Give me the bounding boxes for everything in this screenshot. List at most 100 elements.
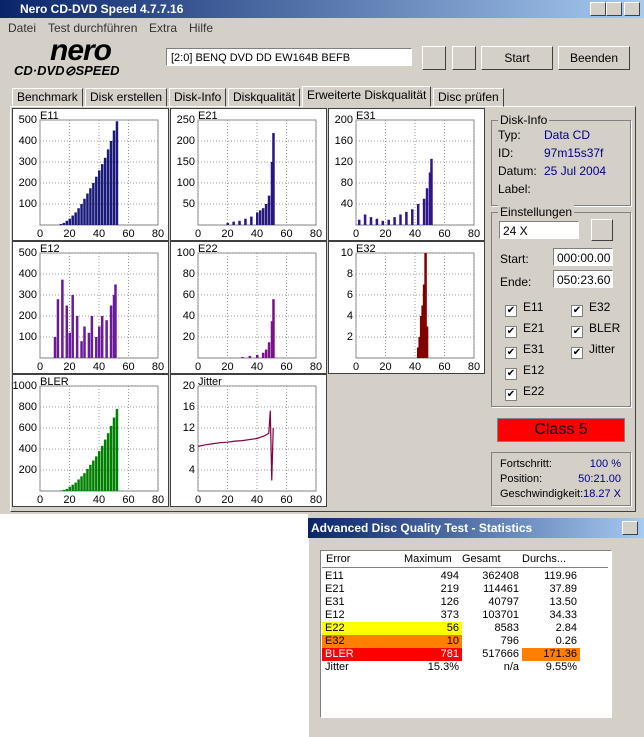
bar: [71, 215, 74, 225]
bar: [68, 332, 71, 358]
menu-item[interactable]: Hilfe: [189, 21, 214, 35]
checkbox[interactable]: ✔ E22: [505, 384, 545, 401]
checkbox[interactable]: ✔ E21: [505, 321, 545, 338]
refresh-button[interactable]: [422, 46, 446, 70]
checkbox[interactable]: ✔ E31: [505, 342, 545, 359]
bar: [421, 305, 424, 358]
speed-refresh[interactable]: [591, 219, 613, 241]
end-input[interactable]: 050:23.60: [553, 270, 613, 288]
stats-cell: 10: [404, 635, 462, 648]
x-tick-label: 60: [280, 361, 292, 373]
tab[interactable]: Disk-Info: [169, 88, 227, 107]
bar: [80, 204, 83, 225]
speed-select[interactable]: 24 X: [499, 221, 579, 239]
logo-sub: CD·DVD⊘SPEED: [14, 63, 120, 78]
tab[interactable]: Diskqualität: [228, 88, 301, 107]
stats-cell: 219: [440, 583, 459, 595]
chart-title: BLER: [40, 376, 69, 388]
start-button[interactable]: Start: [481, 46, 553, 70]
y-tick-label: 200: [19, 464, 37, 476]
tab[interactable]: Erweiterte Diskqualität: [302, 86, 432, 107]
tab[interactable]: Disk erstellen: [85, 88, 168, 107]
x-tick-label: 0: [195, 361, 201, 373]
bar: [115, 408, 119, 491]
checkbox[interactable]: ✔ BLER: [571, 321, 621, 338]
x-tick-label: 60: [122, 494, 134, 506]
x-tick-label: 40: [93, 361, 105, 373]
bar: [244, 218, 247, 225]
bar: [416, 347, 420, 358]
bar: [399, 214, 402, 225]
stats-header: Error: [326, 553, 351, 565]
x-tick-label: 0: [195, 494, 201, 506]
bar: [267, 342, 271, 358]
chart-title: E31: [356, 110, 376, 122]
x-tick-label: 60: [438, 361, 450, 373]
bar: [83, 198, 86, 225]
tab[interactable]: Benchmark: [12, 88, 83, 107]
menu-item[interactable]: Extra: [149, 21, 178, 35]
checkbox[interactable]: ✔ Jitter: [571, 342, 616, 359]
stats-cell: E12: [325, 609, 345, 621]
x-tick-label: 40: [93, 228, 105, 240]
checkbox[interactable]: ✔ E11: [505, 300, 544, 317]
bar: [89, 188, 92, 225]
stats-cell: E31: [325, 596, 345, 608]
stats-cell: Jitter: [325, 661, 349, 673]
bar: [80, 341, 83, 358]
checkbox-label: E12: [523, 363, 545, 377]
y-tick-label: 16: [183, 401, 195, 413]
settings-group: Einstellungen: [491, 205, 631, 407]
bar: [387, 219, 390, 225]
chart-title: E32: [356, 243, 376, 255]
bar: [92, 460, 95, 491]
bar: [89, 464, 92, 491]
tab[interactable]: Disc prüfen: [433, 88, 504, 107]
window-title: Nero CD-DVD Speed 4.7.7.16: [20, 2, 184, 16]
bar: [106, 149, 110, 225]
x-tick-label: 80: [152, 361, 164, 373]
info-label: Typ:: [498, 128, 521, 142]
drive-select[interactable]: [2:0] BENQ DVD DD EW164B BEFB: [166, 48, 412, 66]
title-bar: [0, 0, 644, 18]
y-tick-label: 500: [19, 114, 37, 126]
maximize-button[interactable]: [606, 2, 622, 16]
menu-item[interactable]: Datei: [8, 21, 37, 35]
bar: [250, 216, 253, 225]
y-tick-label: 200: [19, 310, 37, 322]
bar: [270, 162, 274, 225]
y-tick-label: 8: [347, 268, 353, 280]
close-button[interactable]: [624, 2, 640, 16]
stats-header: Maximum: [404, 553, 452, 565]
bar: [68, 218, 71, 225]
stats-title: Advanced Disc Quality Test - Statistics: [311, 521, 533, 535]
bar: [363, 214, 367, 225]
stats-cell: 37.89: [549, 583, 577, 595]
checkbox[interactable]: ✔ E32: [571, 300, 611, 317]
bar: [418, 337, 421, 358]
stop-button[interactable]: Beenden: [558, 46, 630, 70]
y-tick-label: 150: [177, 156, 195, 168]
bar: [272, 299, 275, 358]
bar: [105, 320, 108, 358]
stats-cell: 494: [440, 570, 459, 582]
stats-title-bar: [308, 518, 644, 538]
start-input[interactable]: 000:00.00: [553, 248, 613, 266]
checkbox[interactable]: ✔ E12: [505, 363, 545, 380]
bar: [86, 468, 89, 491]
save-button[interactable]: [452, 46, 476, 70]
bar: [95, 337, 98, 358]
x-tick-label: 60: [280, 494, 292, 506]
x-tick-label: 20: [221, 361, 233, 373]
stats-close[interactable]: [622, 521, 638, 535]
bar: [87, 332, 91, 358]
menu-item[interactable]: Test durchführen: [48, 21, 138, 35]
bar: [425, 188, 429, 225]
x-tick-label: 20: [63, 228, 75, 240]
bar: [238, 220, 241, 225]
bar: [241, 356, 244, 358]
x-tick-label: 20: [63, 494, 75, 506]
minimize-button[interactable]: [590, 2, 606, 16]
stats-cell: 373: [440, 609, 459, 621]
